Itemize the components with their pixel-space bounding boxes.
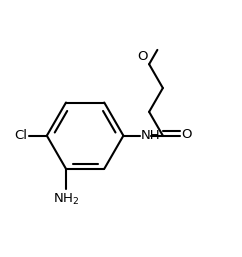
Text: NH: NH <box>141 129 161 142</box>
Text: NH$_2$: NH$_2$ <box>53 191 79 207</box>
Text: Cl: Cl <box>15 129 28 142</box>
Text: O: O <box>181 128 192 141</box>
Text: O: O <box>137 50 148 63</box>
